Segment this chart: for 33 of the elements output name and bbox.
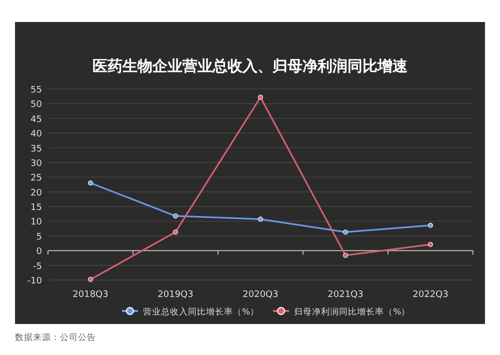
point bbox=[173, 230, 178, 235]
y-tick-label: 50 bbox=[30, 100, 42, 110]
point bbox=[258, 94, 263, 100]
y-tick-label: 0 bbox=[36, 247, 42, 258]
y-tick-label: 20 bbox=[30, 188, 42, 198]
point bbox=[258, 216, 263, 222]
y-tick-label: 55 bbox=[30, 86, 42, 96]
y-tick-label: -5 bbox=[33, 262, 42, 272]
x-tick-label: 2020Q3 bbox=[242, 290, 278, 300]
y-tick-label: 40 bbox=[30, 130, 42, 140]
chart-title: 医药生物企业营业总收入、归母净利润同比增速 bbox=[92, 57, 408, 75]
x-tick-label: 2019Q3 bbox=[158, 290, 194, 300]
x-tick-label: 2018Q3 bbox=[72, 290, 108, 300]
x-tick-label: 2021Q3 bbox=[328, 290, 364, 300]
y-tick-label: 5 bbox=[36, 232, 42, 242]
point bbox=[343, 252, 348, 258]
y-tick-label: 45 bbox=[30, 114, 42, 125]
source-note: 数据来源：公司公告 bbox=[15, 332, 96, 343]
y-tick-label: 25 bbox=[30, 174, 42, 184]
point bbox=[428, 242, 433, 247]
point bbox=[88, 180, 93, 186]
point bbox=[428, 222, 433, 228]
y-tick-label: 15 bbox=[30, 203, 42, 214]
y-tick-label: 30 bbox=[30, 158, 42, 169]
x-tick-label: 2022Q3 bbox=[412, 290, 448, 300]
point bbox=[173, 213, 178, 218]
y-tick-label: -10 bbox=[27, 276, 42, 286]
legend-label: 归母净利润同比增长率（%） bbox=[294, 306, 410, 318]
legend-label: 营业总收入同比增长率（%） bbox=[143, 306, 260, 318]
point bbox=[88, 276, 93, 282]
y-tick-label: 35 bbox=[30, 144, 42, 154]
point bbox=[343, 230, 348, 235]
y-tick-label: 10 bbox=[30, 218, 42, 228]
